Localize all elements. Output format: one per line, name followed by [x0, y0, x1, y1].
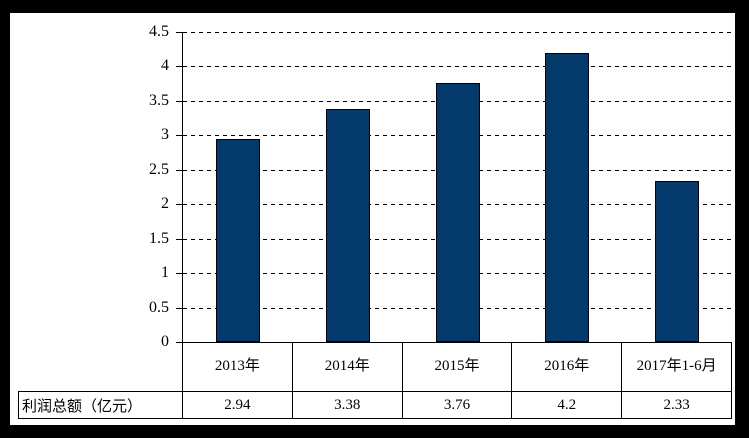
category-cell: 2015年	[401, 343, 512, 391]
row-header-cell: 利润总额（亿元）	[22, 398, 143, 415]
y-axis-tick	[176, 204, 182, 205]
bar	[545, 53, 589, 342]
y-axis-tick-label: 4.5	[149, 23, 169, 40]
y-axis-tick-label: 1.5	[149, 230, 169, 247]
y-axis-tick	[176, 239, 182, 240]
value-table-row: 利润总额（亿元） 2.94 3.38 3.76 4.2 2.33	[18, 391, 732, 419]
y-axis-tick	[176, 342, 182, 343]
y-axis-tick	[176, 101, 182, 102]
gridline	[183, 66, 732, 67]
y-axis-tick-label: 3.5	[149, 92, 169, 109]
gridline	[183, 32, 732, 33]
value-cell: 3.38	[291, 392, 402, 418]
y-axis-tick	[176, 135, 182, 136]
category-cell: 2016年	[511, 343, 621, 391]
category-label: 2014年	[324, 358, 370, 375]
category-label: 2016年	[544, 358, 590, 375]
y-axis: 4.5 4 3.5 3 2.5 2 1.5 1 0.5 0	[10, 23, 182, 350]
category-label: 2017年1-6月	[636, 358, 717, 375]
bar	[326, 109, 370, 342]
y-axis-tick-label: 4	[161, 57, 169, 74]
category-label: 2013年	[214, 358, 260, 375]
bar	[655, 181, 699, 342]
y-axis-tick	[176, 273, 182, 274]
value-cell: 2.94	[182, 392, 292, 418]
bar	[216, 139, 260, 342]
value-cell: 4.2	[511, 392, 621, 418]
category-label: 2015年	[434, 358, 480, 375]
y-axis-tick-label: 1	[161, 264, 169, 281]
value-cell: 3.76	[401, 392, 512, 418]
y-axis-tick	[176, 308, 182, 309]
y-axis-tick	[176, 32, 182, 33]
y-axis-tick-label: 3	[161, 126, 169, 143]
category-cell: 2013年	[183, 343, 292, 391]
y-axis-tick-label: 2	[161, 195, 169, 212]
plot-area	[182, 32, 732, 343]
y-axis-tick	[176, 66, 182, 67]
y-axis-tick-label: 0	[161, 333, 169, 350]
y-axis-tick	[176, 170, 182, 171]
y-axis-tick-label: 0.5	[149, 299, 169, 316]
bar	[436, 83, 480, 342]
value-cell: 2.33	[621, 392, 731, 418]
y-axis-tick-label: 2.5	[149, 161, 169, 178]
category-header-row: 2013年 2014年 2015年 2016年 2017年1-6月	[182, 342, 732, 392]
category-cell: 2014年	[291, 343, 402, 391]
category-cell: 2017年1-6月	[621, 343, 731, 391]
